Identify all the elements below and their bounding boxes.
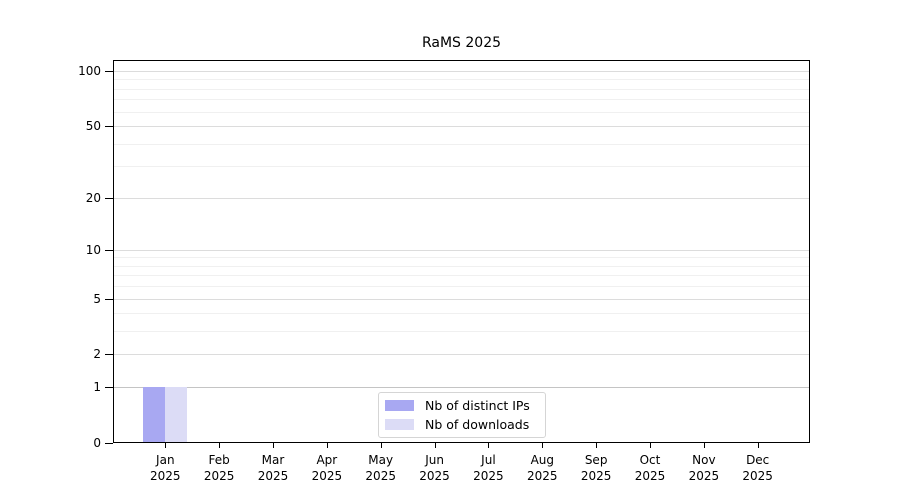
legend: Nb of distinct IPs Nb of downloads <box>378 392 546 438</box>
x-tick-year: 2025 <box>257 469 289 483</box>
y-tick-label: 5 <box>93 291 101 306</box>
x-tick-label: Nov 2025 <box>674 452 734 484</box>
x-tick-mark <box>596 443 598 448</box>
legend-entry: Nb of distinct IPs <box>385 398 539 413</box>
major-gridline <box>113 126 810 128</box>
y-tick-mark <box>105 249 113 251</box>
minor-gridline <box>113 275 810 277</box>
major-gridline <box>113 298 810 300</box>
minor-gridline <box>113 166 810 168</box>
x-tick-label: Oct 2025 <box>620 452 680 484</box>
x-tick-label: Mar 2025 <box>243 452 303 484</box>
legend-swatch <box>385 418 414 430</box>
minor-gridline <box>113 257 810 259</box>
x-tick-month: Feb <box>208 453 230 467</box>
major-gridline <box>113 197 810 199</box>
y-tick-label: 100 <box>78 64 101 78</box>
bar-nb-of-downloads <box>165 387 188 443</box>
x-tick-year: 2025 <box>150 469 181 483</box>
x-tick-year: 2025 <box>203 469 235 483</box>
x-tick-mark <box>649 443 651 448</box>
x-tick-month: Aug <box>530 453 554 467</box>
y-tick-mark <box>105 354 113 356</box>
x-tick-label: Feb 2025 <box>189 452 249 484</box>
x-tick-year: 2025 <box>473 469 504 483</box>
x-tick-month: Nov <box>692 453 716 467</box>
minor-gridline <box>113 99 810 101</box>
plot-area <box>113 60 810 443</box>
legend-swatch <box>385 400 414 412</box>
minor-gridline <box>113 265 810 267</box>
x-tick-year: 2025 <box>580 469 612 483</box>
x-tick-year: 2025 <box>311 469 343 483</box>
x-tick-year: 2025 <box>634 469 666 483</box>
y-tick-label: 2 <box>93 347 101 362</box>
x-tick-year: 2025 <box>527 469 558 483</box>
major-gridline <box>113 71 810 72</box>
major-gridline <box>113 354 810 356</box>
x-tick-label: Jun 2025 <box>405 452 465 484</box>
legend-entry: Nb of downloads <box>385 417 539 432</box>
y-tick-label: 1 <box>93 380 101 395</box>
y-tick-mark <box>105 71 113 72</box>
x-tick-mark <box>380 443 382 448</box>
x-tick-label: Apr 2025 <box>297 452 357 484</box>
x-tick-month: May <box>368 453 394 467</box>
x-tick-label: Jan 2025 <box>135 452 195 484</box>
bar-nb-of-distinct-ips <box>143 387 166 443</box>
x-tick-label: Dec 2025 <box>728 452 788 484</box>
x-tick-year: 2025 <box>419 469 450 483</box>
y-tick-mark <box>105 387 113 389</box>
x-tick-label: Jul 2025 <box>458 452 518 484</box>
y-tick-mark <box>105 126 113 128</box>
x-tick-year: 2025 <box>688 469 720 483</box>
x-tick-label: Sep 2025 <box>566 452 626 484</box>
x-tick-month: Jan <box>156 453 175 467</box>
legend-label: Nb of downloads <box>425 416 530 432</box>
x-tick-month: Jun <box>425 453 444 467</box>
x-tick-label: Aug 2025 <box>512 452 572 484</box>
x-tick-mark <box>326 443 328 448</box>
x-tick-month: Apr <box>316 453 338 467</box>
y-tick-mark <box>105 298 113 300</box>
x-tick-mark <box>219 443 221 448</box>
x-tick-month: Sep <box>584 453 608 467</box>
major-gridline <box>113 249 810 251</box>
y-tick-mark <box>105 443 113 444</box>
x-tick-month: Jul <box>481 453 496 467</box>
x-tick-month: Mar <box>261 453 285 467</box>
y-tick-label: 20 <box>85 190 101 205</box>
x-tick-mark <box>273 443 274 448</box>
x-tick-mark <box>757 443 759 448</box>
x-tick-mark <box>165 443 167 448</box>
x-tick-year: 2025 <box>742 469 773 483</box>
x-tick-mark <box>434 443 436 448</box>
y-tick-label: 50 <box>85 119 101 134</box>
minor-gridline <box>113 313 810 315</box>
minor-gridline <box>113 111 810 113</box>
y-tick-label: 10 <box>85 242 101 257</box>
minor-gridline <box>113 331 810 333</box>
chart-title: RaMS 2025 <box>421 35 502 51</box>
x-tick-mark <box>703 443 705 448</box>
minor-gridline <box>113 286 810 288</box>
x-tick-month: Oct <box>639 453 661 467</box>
minor-gridline <box>113 88 810 90</box>
minor-gridline <box>113 143 810 145</box>
major-gridline <box>113 387 810 389</box>
y-tick-mark <box>105 197 113 199</box>
y-tick-label: 0 <box>93 436 101 450</box>
minor-gridline <box>113 79 810 81</box>
x-tick-mark <box>488 443 490 448</box>
x-tick-month: Dec <box>746 453 770 467</box>
x-tick-label: May 2025 <box>351 452 411 484</box>
legend-label: Nb of distinct IPs <box>425 398 530 414</box>
x-tick-mark <box>542 443 544 448</box>
x-tick-year: 2025 <box>365 469 396 483</box>
